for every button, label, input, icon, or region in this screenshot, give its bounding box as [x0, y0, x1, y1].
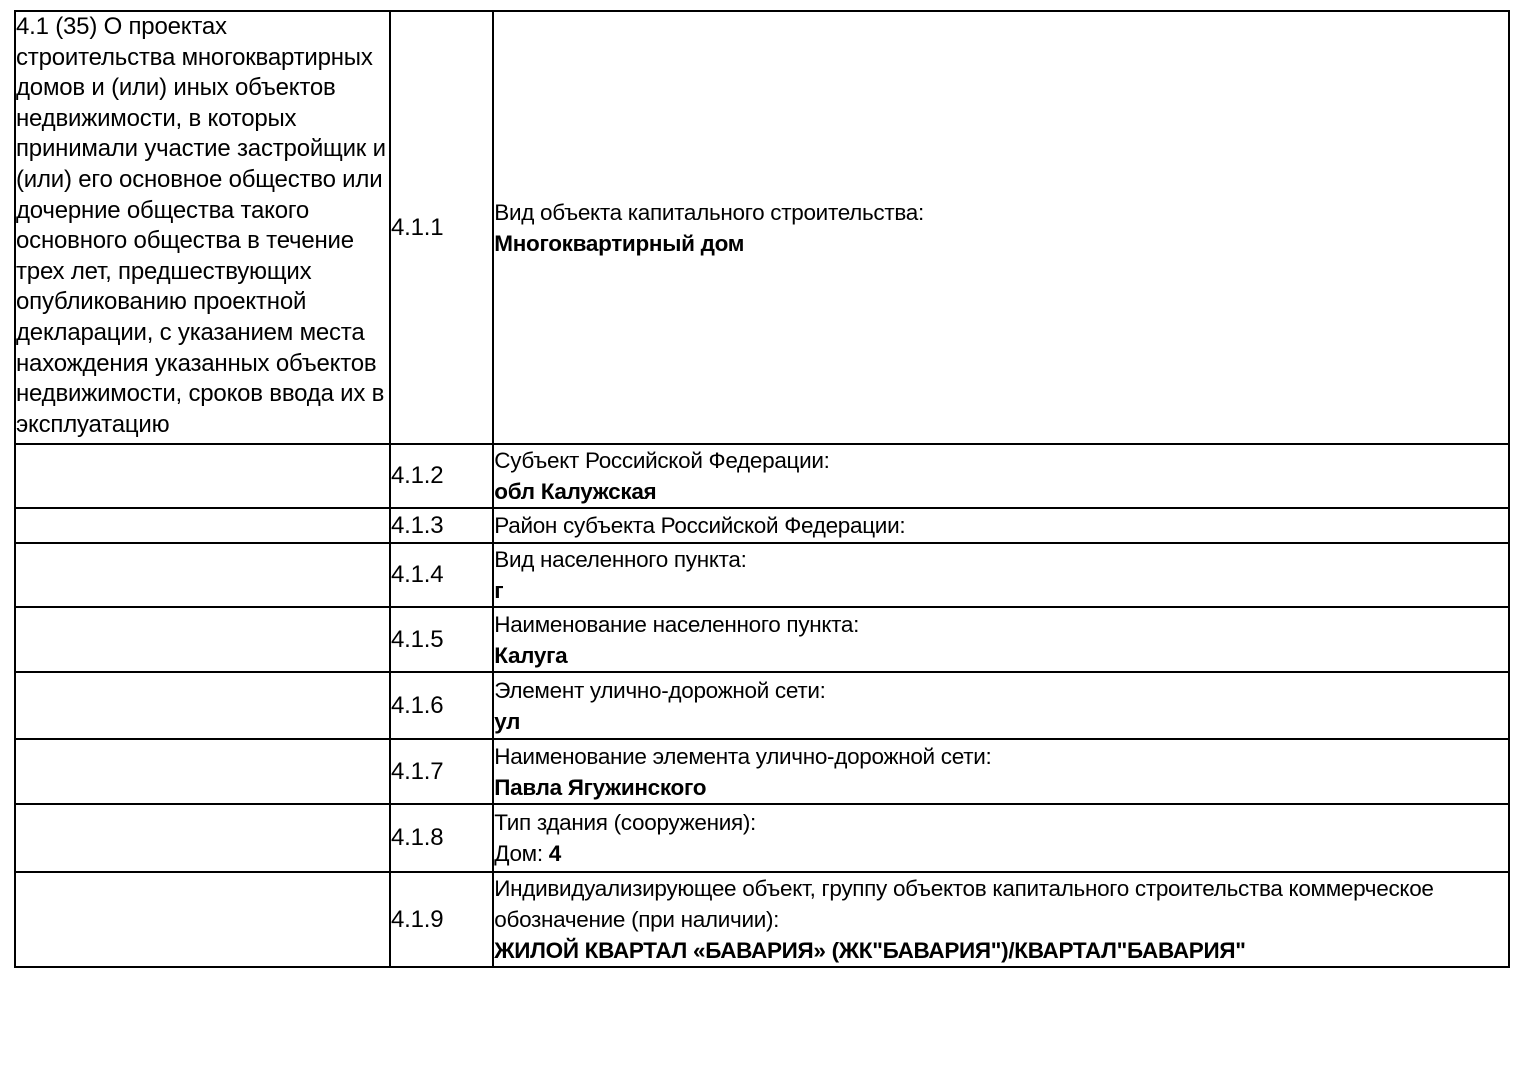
field-label: Тип здания (сооружения):	[494, 810, 756, 835]
empty-cell	[14, 443, 391, 509]
table-row: 4.1.5 Наименование населенного пункта: К…	[14, 606, 1510, 673]
field-label: Вид населенного пункта:	[494, 547, 747, 572]
table-row: 4.1.3 Район субъекта Российской Федераци…	[14, 507, 1510, 544]
row-number: 4.1.3	[388, 507, 495, 544]
empty-cell	[14, 606, 391, 673]
field-value: ул	[494, 708, 521, 734]
field-label: Субъект Российской Федерации:	[494, 448, 830, 473]
field-value: Многоквартирный дом	[494, 230, 745, 256]
row-number: 4.1.4	[388, 542, 495, 608]
field-label: Вид объекта капитального строительства:	[494, 199, 924, 225]
empty-cell	[14, 871, 391, 968]
field-value: ЖИЛОЙ КВАРТАЛ «БАВАРИЯ» (ЖК"БАВАРИЯ")/КВ…	[494, 938, 1246, 963]
field-value: г	[494, 578, 504, 603]
field-cell: Район субъекта Российской Федерации:	[492, 507, 1510, 544]
table-row: 4.1.8 Тип здания (сооружения): Дом: 4	[14, 803, 1510, 873]
field-label: Район субъекта Российской Федерации:	[494, 513, 906, 538]
row-number: 4.1.1	[388, 10, 495, 445]
row-number: 4.1.6	[388, 671, 495, 740]
row-number: 4.1.8	[388, 803, 495, 873]
empty-cell	[14, 671, 391, 740]
field-label: Элемент улично-дорожной сети:	[494, 677, 826, 703]
table-row: 4.1.2 Субъект Российской Федерации: обл …	[14, 443, 1510, 509]
field-cell: Наименование населенного пункта: Калуга	[492, 606, 1510, 673]
field-value: обл Калужская	[494, 479, 657, 504]
table-row: 4.1.4 Вид населенного пункта: г	[14, 542, 1510, 608]
empty-cell	[14, 542, 391, 608]
table-row: 4.1.9 Индивидуализирующее объект, группу…	[14, 871, 1510, 968]
field-cell: Вид населенного пункта: г	[492, 542, 1510, 608]
table-row: 4.1.6 Элемент улично-дорожной сети: ул	[14, 671, 1510, 740]
row-number: 4.1.2	[388, 443, 495, 509]
table-row: 4.1 (35) О проектах строительства многок…	[14, 10, 1510, 445]
field-value-prefix: Дом:	[494, 841, 549, 866]
field-cell: Наименование элемента улично-дорожной се…	[492, 738, 1510, 805]
table-row: 4.1.7 Наименование элемента улично-дорож…	[14, 738, 1510, 805]
empty-cell	[14, 738, 391, 805]
field-value-line: Дом: 4	[494, 838, 1507, 869]
field-cell: Вид объекта капитального строительства: …	[492, 10, 1510, 445]
field-label: Наименование населенного пункта:	[494, 611, 860, 637]
field-value: Павла Ягужинского	[494, 774, 707, 800]
field-value: 4	[548, 841, 562, 866]
project-declaration-table: 4.1 (35) О проектах строительства многок…	[14, 10, 1510, 968]
row-number: 4.1.9	[388, 871, 495, 968]
row-number: 4.1.5	[388, 606, 495, 673]
field-value: Калуга	[494, 642, 568, 668]
empty-cell	[14, 803, 391, 873]
field-label: Индивидуализирующее объект, группу объек…	[494, 876, 1434, 932]
field-label: Наименование элемента улично-дорожной се…	[494, 743, 992, 769]
field-cell: Тип здания (сооружения): Дом: 4	[492, 803, 1510, 873]
empty-cell	[14, 507, 391, 544]
field-cell: Элемент улично-дорожной сети: ул	[492, 671, 1510, 740]
section-description: 4.1 (35) О проектах строительства многок…	[14, 10, 391, 445]
field-cell: Индивидуализирующее объект, группу объек…	[492, 871, 1510, 968]
field-cell: Субъект Российской Федерации: обл Калужс…	[492, 443, 1510, 509]
row-number: 4.1.7	[388, 738, 495, 805]
